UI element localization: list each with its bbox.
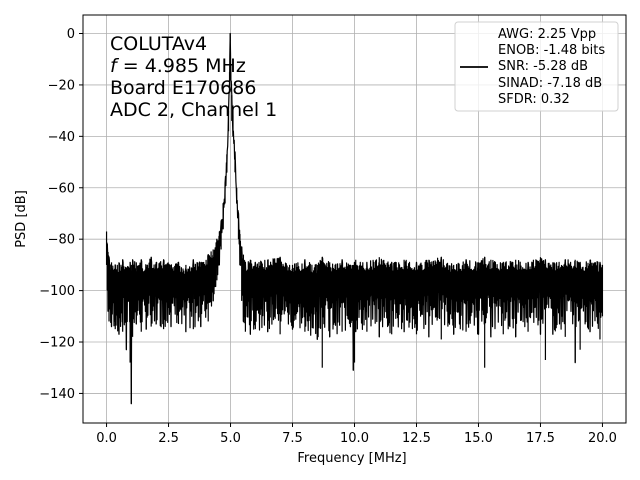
legend-entry-awg: AWG: 2.25 Vpp bbox=[498, 27, 596, 42]
y-tick-label: −80 bbox=[48, 233, 75, 248]
x-tick-label: 12.5 bbox=[402, 431, 431, 446]
annotation-line-1: COLUTAv4 bbox=[110, 33, 207, 55]
y-tick-label: −60 bbox=[48, 181, 75, 196]
x-tick-label: 5.0 bbox=[220, 431, 241, 446]
annotation-line-3: Board E170686 bbox=[110, 77, 256, 99]
annotation-frequency-symbol: f bbox=[110, 55, 120, 77]
y-tick-label: −140 bbox=[39, 387, 75, 402]
axis-ticks: 0.0 2.5 5.0 7.5 10.0 12.5 15.0 17.5 20.0 0 −20 −40 −… bbox=[39, 27, 617, 446]
y-axis-label: PSD [dB] bbox=[14, 190, 29, 248]
legend-entry-sinad: SINAD: -7.18 dB bbox=[498, 76, 602, 91]
y-tick-label: −40 bbox=[48, 130, 75, 145]
x-tick-label: 17.5 bbox=[526, 431, 555, 446]
y-tick-label: −100 bbox=[39, 284, 75, 299]
annotation-line-4: ADC 2, Channel 1 bbox=[110, 99, 277, 121]
x-tick-label: 2.5 bbox=[158, 431, 179, 446]
x-tick-label: 7.5 bbox=[282, 431, 303, 446]
grid-lines bbox=[83, 15, 626, 423]
x-tick-label: 20.0 bbox=[588, 431, 617, 446]
legend-entry-sfdr: SFDR: 0.32 bbox=[498, 92, 570, 107]
annotation-frequency-value: = 4.985 MHz bbox=[117, 55, 246, 77]
legend-entry-snr: SNR: -5.28 dB bbox=[498, 59, 588, 74]
annotation-line-2: f = 4.985 MHz bbox=[110, 55, 246, 77]
y-tick-label: −120 bbox=[39, 336, 75, 351]
x-tick-label: 15.0 bbox=[464, 431, 493, 446]
legend-frame bbox=[454, 21, 619, 112]
y-tick-label: 0 bbox=[67, 27, 75, 42]
x-axis-label: Frequency [MHz] bbox=[297, 451, 406, 466]
x-tick-label: 10.0 bbox=[340, 431, 369, 446]
annotation-box: COLUTAv4 f = 4.985 MHz Board E170686 ADC… bbox=[110, 33, 277, 121]
x-tick-label: 0.0 bbox=[96, 431, 117, 446]
legend: AWG: 2.25 Vpp ENOB: -1.48 bits SNR: -5.2… bbox=[454, 21, 619, 112]
y-tick-label: −20 bbox=[48, 78, 75, 93]
psd-trace bbox=[106, 32, 603, 405]
legend-entry-enob: ENOB: -1.48 bits bbox=[498, 43, 605, 58]
series-layer bbox=[105, 32, 604, 405]
